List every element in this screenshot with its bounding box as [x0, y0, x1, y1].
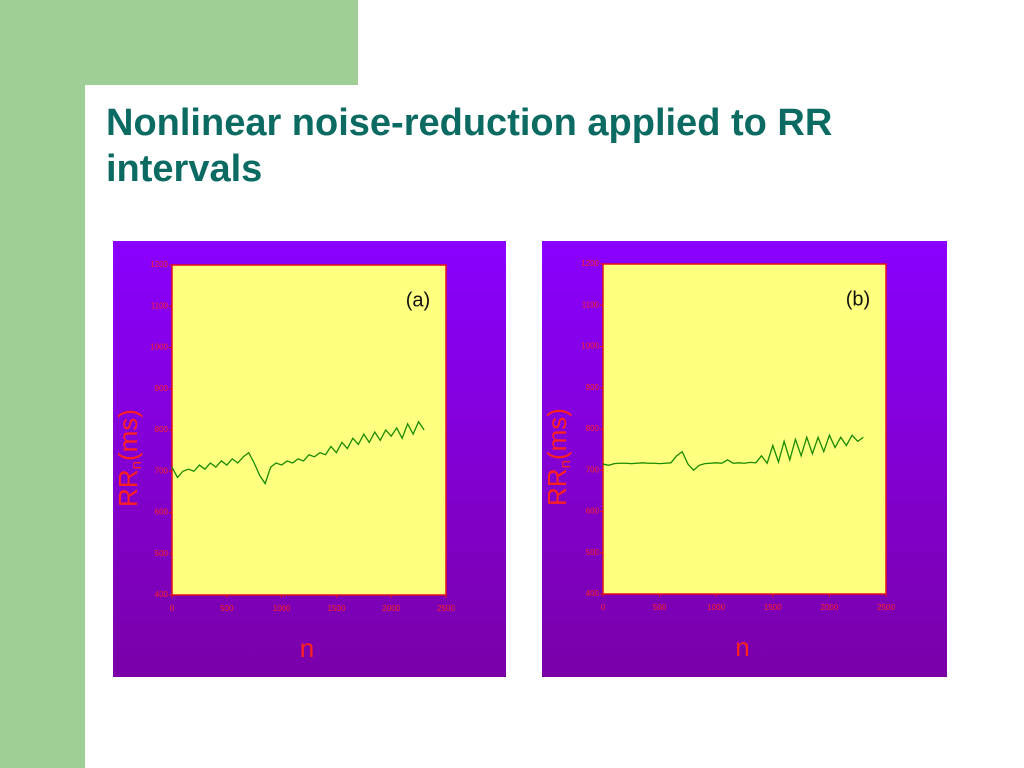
- plot-area: [171, 264, 447, 596]
- y-tick-label: 600: [586, 507, 600, 516]
- y-axis-label: RRn(ms): [113, 409, 145, 507]
- green-band: [0, 0, 85, 768]
- y-tick-label: 400: [155, 590, 169, 599]
- y-axis-label-unit: (ms): [542, 408, 572, 460]
- y-tick-label: 900: [586, 383, 600, 392]
- y-axis-label: RRn(ms): [542, 408, 574, 506]
- x-axis-label: n: [735, 632, 749, 662]
- plot-area: [602, 263, 887, 595]
- x-tick-label: 0: [170, 604, 175, 613]
- data-line: [602, 433, 864, 472]
- y-tick-label: 1100: [151, 301, 169, 310]
- x-tick-label: 1000: [273, 604, 291, 613]
- y-tick-label: 700: [155, 466, 169, 475]
- y-tick-label: 700: [586, 465, 600, 474]
- y-tick-label: 900: [155, 384, 169, 393]
- y-tick-label: 400: [586, 589, 600, 598]
- x-tick-label: 2000: [382, 604, 400, 613]
- y-tick-label: 1100: [582, 300, 600, 309]
- x-tick-label: 2500: [877, 603, 895, 612]
- y-tick-label: 800: [155, 425, 169, 434]
- y-tick-label: 600: [155, 508, 169, 517]
- y-tick-label: 1000: [581, 342, 599, 351]
- data-line: [171, 420, 425, 486]
- y-axis-label-unit: (ms): [113, 409, 143, 461]
- y-tick-label: 1000: [150, 343, 168, 352]
- x-tick-label: 500: [220, 604, 234, 613]
- y-tick-label: 500: [155, 549, 169, 558]
- slide-title: Nonlinear noise-reduction applied to RR …: [106, 102, 833, 190]
- x-tick-label: 0: [601, 603, 606, 612]
- y-tick-label: 500: [586, 548, 600, 557]
- x-tick-label: 1500: [328, 604, 346, 613]
- x-tick-label: 2500: [437, 604, 455, 613]
- y-tick-label: 800: [586, 424, 600, 433]
- y-axis-label-main: RR: [542, 468, 572, 506]
- x-axis-label: n: [300, 633, 314, 663]
- y-axis-label-main: RR: [113, 469, 143, 507]
- x-tick-label: 500: [653, 603, 667, 612]
- x-tick-label: 1000: [707, 603, 725, 612]
- annotation: (a): [406, 289, 430, 311]
- x-tick-label: 1500: [764, 603, 782, 612]
- y-tick-label: 1200: [581, 259, 599, 268]
- annotation: (b): [846, 288, 870, 310]
- y-axis-label-sub: n: [128, 461, 145, 469]
- x-tick-label: 2000: [821, 603, 839, 612]
- y-axis-label-sub: n: [557, 460, 574, 468]
- y-tick-label: 1200: [150, 260, 168, 269]
